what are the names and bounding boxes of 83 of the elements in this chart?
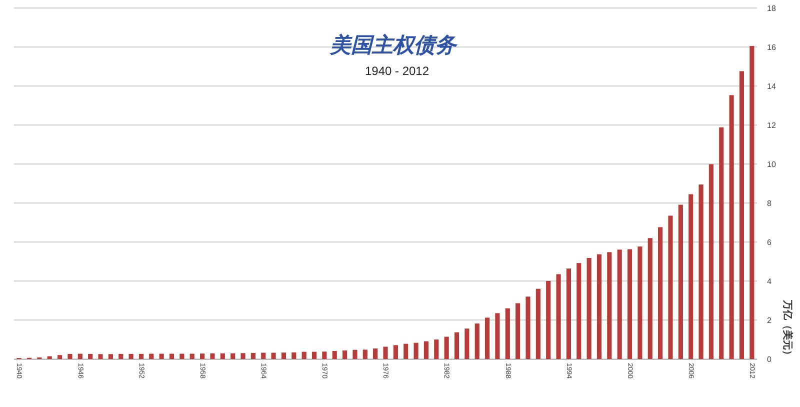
bar xyxy=(159,354,164,359)
y-tick-label: 12 xyxy=(767,121,776,130)
bar xyxy=(220,353,225,359)
bar xyxy=(698,184,704,359)
bar xyxy=(302,352,306,359)
bar xyxy=(536,288,540,359)
bar xyxy=(180,354,184,359)
bar xyxy=(414,342,418,359)
bar xyxy=(362,350,368,359)
bar xyxy=(668,216,673,359)
bar xyxy=(138,354,144,359)
bar xyxy=(627,249,632,359)
bar xyxy=(424,341,428,359)
bar xyxy=(118,354,124,359)
bar xyxy=(474,324,480,359)
bar xyxy=(495,313,500,359)
bar xyxy=(281,352,286,359)
bar xyxy=(190,354,194,359)
bar xyxy=(678,204,683,359)
bar xyxy=(404,344,408,359)
y-tick-label: 4 xyxy=(767,277,772,286)
bar xyxy=(210,353,215,359)
text: 1940 - 2012 xyxy=(364,64,430,78)
bar xyxy=(484,318,490,359)
bar xyxy=(128,354,134,359)
bar xyxy=(78,354,82,359)
bar xyxy=(332,351,337,359)
bar xyxy=(261,352,266,359)
y-tick-label: 10 xyxy=(767,160,776,169)
y-tick-label: 16 xyxy=(767,43,776,52)
bar xyxy=(250,352,256,359)
bar xyxy=(526,296,530,359)
bar xyxy=(708,164,714,359)
bar xyxy=(688,194,694,359)
bar xyxy=(464,328,470,359)
bar xyxy=(586,258,592,359)
bar xyxy=(342,350,348,359)
bar xyxy=(393,345,398,359)
bar xyxy=(149,354,154,359)
bar xyxy=(454,332,460,359)
bar xyxy=(648,238,652,359)
y-tick-label: 6 xyxy=(767,238,772,247)
text: 美国主权债务 xyxy=(329,33,458,57)
y-tick-label: 8 xyxy=(767,199,772,208)
bar xyxy=(658,227,663,359)
y-tick-label: 0 xyxy=(767,355,772,364)
bar xyxy=(98,354,103,359)
bar xyxy=(556,274,561,359)
bar xyxy=(230,353,236,359)
bar xyxy=(373,348,378,359)
bar xyxy=(546,281,551,359)
bar xyxy=(68,354,72,359)
bar xyxy=(312,352,317,359)
bar xyxy=(200,354,205,359)
bar xyxy=(505,308,510,359)
bar xyxy=(607,252,612,359)
bar xyxy=(240,353,246,359)
bar xyxy=(444,336,449,359)
y-tick-label: 14 xyxy=(767,82,776,91)
bar xyxy=(383,346,388,359)
bar xyxy=(729,95,734,359)
bar xyxy=(322,352,327,359)
bar xyxy=(638,246,642,359)
bar xyxy=(719,127,724,359)
bar xyxy=(271,352,276,359)
y-tick-label: 18 xyxy=(767,4,776,13)
bar xyxy=(516,303,520,359)
bar xyxy=(434,340,439,359)
bar xyxy=(292,352,296,359)
bar xyxy=(108,354,113,359)
bar xyxy=(739,71,744,359)
bar xyxy=(352,350,358,359)
bar xyxy=(58,355,62,359)
y-tick-label: 2 xyxy=(767,316,772,325)
bar xyxy=(566,268,571,359)
bar xyxy=(169,354,174,359)
bar xyxy=(596,254,602,359)
bar xyxy=(617,250,622,359)
bar xyxy=(576,263,582,359)
bar xyxy=(47,356,52,359)
bar xyxy=(750,46,754,359)
bar xyxy=(88,354,93,359)
y-axis-title: 万亿（美元） xyxy=(781,299,794,360)
